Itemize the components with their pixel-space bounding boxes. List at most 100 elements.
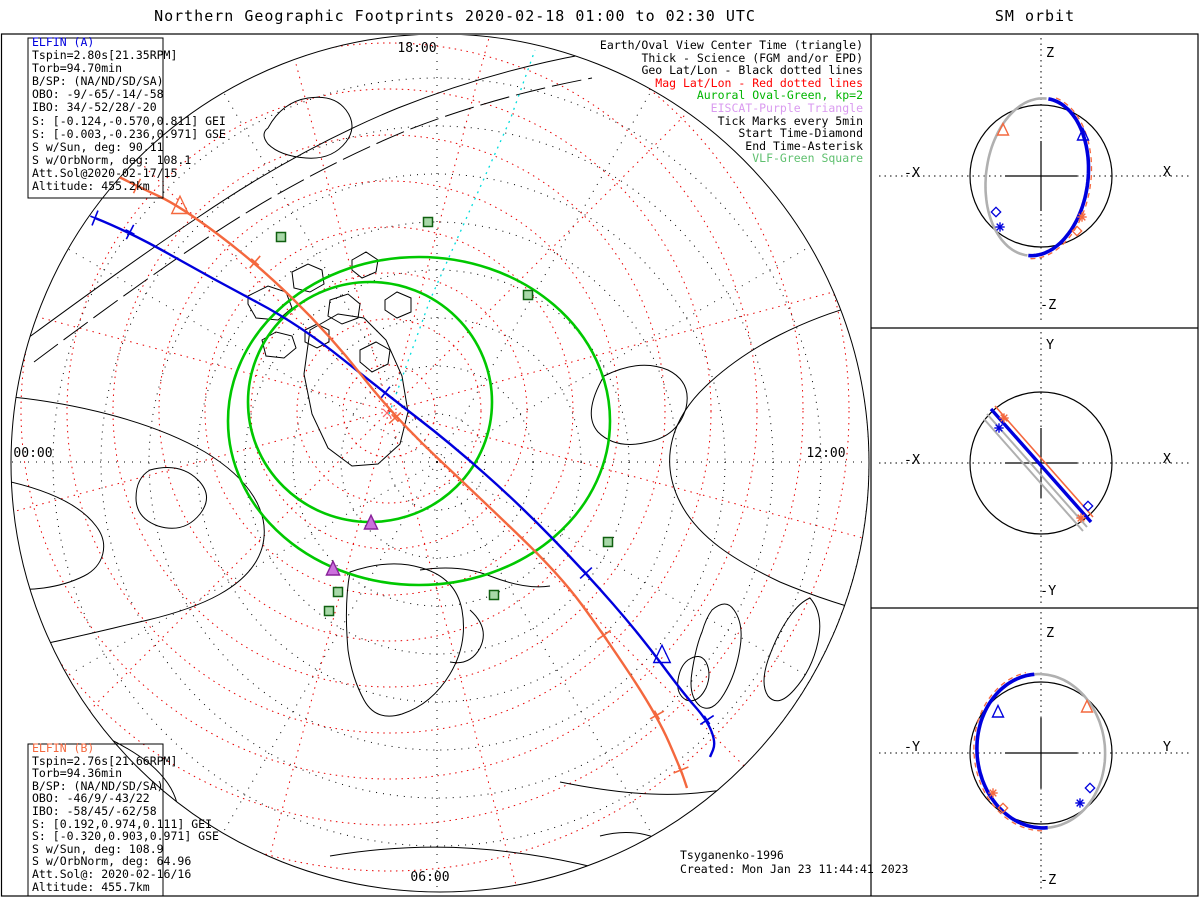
axis-label-z-bot-xz: -Z (1040, 297, 1056, 313)
orbit-arc (1028, 97, 1093, 260)
tick-mark (379, 386, 391, 400)
credits: Tsyganenko-1996 Created: Mon Jan 23 11:4… (680, 848, 908, 876)
center-time-triangle (1076, 126, 1090, 141)
tick-mark (649, 710, 665, 720)
axis-label-x-left-xz: -X (904, 165, 920, 181)
orbit-arc (1034, 672, 1107, 829)
vlf-station-square (422, 216, 434, 228)
sm-orbit-panels (879, 38, 1192, 892)
mlt-label-06: 06:00 (410, 870, 449, 885)
mlt-label-00: 00:00 (13, 446, 52, 461)
legend-item: EISCAT-Purple Triangle (710, 100, 863, 115)
end-time-asterisk (999, 413, 1009, 423)
tick-mark (596, 629, 612, 641)
info-line: OBO: -9/-65/-14/-58 (32, 87, 164, 102)
info-line: S w/Sun, deg: 108.9 (32, 841, 164, 856)
legend-item: End Time-Asterisk (745, 138, 863, 153)
legend-item: Thick - Science (FGM and/or EPD) (641, 50, 863, 65)
elfin-a-info-block: ELFIN (A) Tspin=2.80s[21.35RPM] Torb=94.7… (32, 35, 226, 194)
end-time-asterisk (1076, 513, 1086, 523)
page-title: Northern Geographic Footprints 2020-02-1… (154, 7, 756, 25)
auroral-oval-outer (226, 255, 612, 587)
vlf-station-square (488, 589, 500, 601)
axis-label-z-top-yz: Z (1046, 625, 1054, 641)
info-line: Altitude: 455.2km (32, 179, 150, 194)
info-line: B/SP: (NA/ND/SD/SA) (32, 74, 164, 89)
info-line: B/SP: (NA/ND/SD/SA) (32, 778, 164, 793)
legend-item: Geo Lat/Lon - Black dotted lines (641, 63, 863, 78)
map-data-layer (90, 49, 716, 789)
mlt-label-12: 12:00 (806, 446, 845, 461)
vlf-station-square (323, 605, 335, 617)
info-line: OBO: -46/9/-43/22 (32, 791, 150, 806)
legend-item: Tick Marks every 5min (717, 113, 863, 128)
end-time-asterisk (988, 788, 998, 798)
info-line: S: [-0.320,0.903,0.971] GSE (32, 829, 219, 844)
tick-mark (699, 714, 715, 726)
info-line: Att.Sol@2020-02-17/15 (32, 165, 178, 180)
tick-mark (132, 178, 142, 194)
tick-mark (125, 224, 135, 240)
vlf-station-square (275, 231, 287, 243)
vlf-station-square (522, 289, 534, 301)
footprint-path (104, 168, 689, 789)
orbit-segment (994, 405, 1094, 518)
info-line: S: [-0.124,-0.570,0.811] GEI (32, 113, 226, 128)
info-line: S w/Sun, deg: 90.11 (32, 139, 164, 154)
model-credit: Tsyganenko-1996 (680, 848, 784, 862)
lat-lon-graticule (11, 35, 869, 892)
axis-label-x-right-xz: X (1163, 164, 1171, 180)
elfin-a-header: ELFIN (A) (32, 35, 95, 49)
mlt-label-18: 18:00 (397, 41, 436, 56)
elfin-b-track (104, 168, 689, 789)
start-time-diamond (1071, 225, 1083, 237)
map-boundary-circle (10, 35, 870, 893)
vlf-station-square (602, 536, 614, 548)
axis-label-y-bot-xy: -Y (1040, 583, 1056, 599)
legend: Earth/Oval View Center Time (triangle) Th… (600, 39, 863, 165)
center-time-triangle (170, 194, 190, 215)
info-line: S: [-0.003,-0.236,0.971] GSE (32, 126, 226, 141)
orbit-arc (973, 671, 1043, 832)
orbit-segment (989, 407, 1093, 524)
tick-mark (90, 210, 100, 226)
sm-orbit-panel-2 (879, 612, 1192, 892)
end-time-asterisk (1075, 798, 1085, 808)
info-line: S: [0.192,0.974,0.111] GEI (32, 816, 213, 831)
orbit-arc (975, 672, 1048, 830)
info-line: IBO: 34/-52/28/-20 (32, 100, 157, 115)
created-timestamp: Created: Mon Jan 23 11:44:41 2023 (680, 862, 909, 876)
tick-mark (673, 765, 689, 775)
map-overlay-layer (170, 194, 672, 664)
eiscat-site-triangle (363, 513, 379, 530)
start-time-diamond (1082, 500, 1094, 512)
axis-label-y-left-yz: -Y (904, 739, 920, 755)
earth-circle (969, 104, 1113, 248)
legend-item: Auroral Oval-Green, kp=2 (696, 88, 863, 103)
orbit-arc (1028, 97, 1091, 258)
eiscat-site-triangle (325, 559, 341, 576)
legend-item: Mag Lat/Lon - Red dotted lines (655, 75, 863, 90)
earth-circle (969, 681, 1113, 825)
info-line: S w/OrbNorm, deg: 64.96 (32, 854, 192, 869)
info-line: Tspin=2.80s[21.35RPM] (32, 48, 178, 63)
center-time-triangle (1080, 698, 1094, 713)
info-line: Att.Sol@: 2020-02-16/16 (32, 866, 192, 881)
end-time-asterisk (995, 222, 1005, 232)
info-line: S w/OrbNorm, deg: 108.1 (32, 152, 192, 167)
center-time-triangle (652, 643, 672, 664)
tick-mark (249, 255, 261, 269)
info-line: Torb=94.36min (32, 766, 123, 781)
axis-label-x-left-xy: -X (904, 452, 920, 468)
axis-label-y-right-yz: Y (1163, 739, 1171, 755)
elfin-a-track (90, 210, 716, 758)
end-time-asterisk (994, 423, 1004, 433)
start-time-diamond (1084, 782, 1096, 794)
footprint-path (94, 216, 716, 758)
orbit-arc (984, 97, 1047, 257)
earth-circle (969, 391, 1113, 535)
vlf-station-square (332, 586, 344, 598)
elfin-b-header: ELFIN (B) (32, 741, 95, 755)
